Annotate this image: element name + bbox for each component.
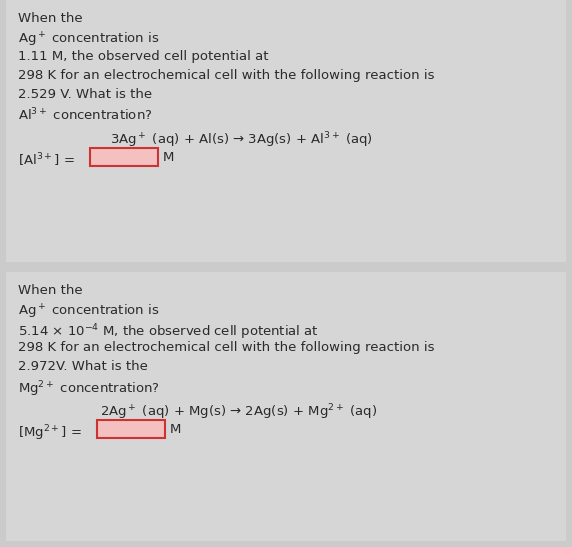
Text: When the: When the	[18, 284, 82, 297]
Bar	[6, 0, 566, 262]
Text: Ag$^+$ concentration is: Ag$^+$ concentration is	[18, 31, 160, 49]
Text: 298 K for an electrochemical cell with the following reaction is: 298 K for an electrochemical cell with t…	[18, 69, 435, 82]
Text: When the: When the	[18, 12, 82, 25]
Text: [Al$^{3+}$] =: [Al$^{3+}$] =	[18, 151, 75, 168]
Text: 3Ag$^+$ (aq) + Al(s) → 3Ag(s) + Al$^{3+}$ (aq): 3Ag$^+$ (aq) + Al(s) → 3Ag(s) + Al$^{3+}…	[110, 130, 373, 149]
Text: 298 K for an electrochemical cell with the following reaction is: 298 K for an electrochemical cell with t…	[18, 341, 435, 354]
Text: Mg$^{2+}$ concentration?: Mg$^{2+}$ concentration?	[18, 379, 160, 399]
Text: [Mg$^{2+}$] =: [Mg$^{2+}$] =	[18, 423, 82, 443]
Text: Ag$^+$ concentration is: Ag$^+$ concentration is	[18, 303, 160, 321]
Text: 2.529 V. What is the: 2.529 V. What is the	[18, 88, 152, 101]
Bar	[90, 148, 158, 166]
Text: 1.11 M, the observed cell potential at: 1.11 M, the observed cell potential at	[18, 50, 268, 63]
Text: M: M	[163, 151, 174, 164]
Text: M: M	[170, 423, 181, 436]
Text: 2.972V. What is the: 2.972V. What is the	[18, 360, 148, 373]
Bar	[97, 420, 165, 438]
Text: 5.14 × 10$^{-4}$ M, the observed cell potential at: 5.14 × 10$^{-4}$ M, the observed cell po…	[18, 322, 319, 341]
Text: Al$^{3+}$ concentration?: Al$^{3+}$ concentration?	[18, 107, 153, 124]
Text: 2Ag$^+$ (aq) + Mg(s) → 2Ag(s) + Mg$^{2+}$ (aq): 2Ag$^+$ (aq) + Mg(s) → 2Ag(s) + Mg$^{2+}…	[100, 402, 377, 422]
Bar	[6, 272, 566, 541]
